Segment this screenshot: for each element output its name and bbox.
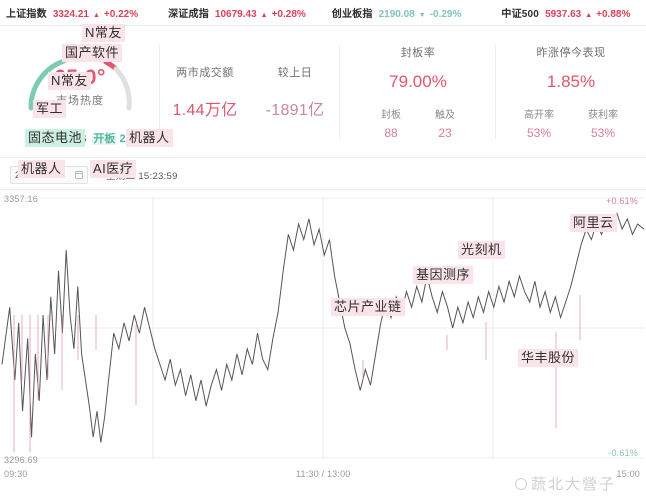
touched-value: 23 (438, 125, 452, 140)
chart-annotation[interactable]: 固态电池 (25, 129, 86, 148)
chart-annotation[interactable]: 机器人 (126, 129, 173, 148)
chart-annotation[interactable]: 国产软件 (62, 44, 123, 63)
chart-gridlines (2, 197, 644, 459)
chart-annotation[interactable]: N常友 (82, 24, 125, 43)
turnover-compare: 较上日 -1891亿 (250, 64, 340, 120)
pct-bottom-label: -0.61% (608, 448, 638, 458)
index-item-chinext[interactable]: 创业板指 2190.08 ▼ -0.29% (332, 5, 462, 20)
weekday-time: 星期二 15:23:59 (106, 170, 178, 182)
up-arrow-icon: ▲ (92, 12, 100, 19)
gap-up-stat: 高开率 53% (524, 106, 554, 140)
sealed-stat: 封板 88 (381, 106, 401, 140)
up-arrow-icon: ▲ (585, 12, 593, 19)
index-change: +0.88% (596, 9, 631, 20)
chart-annotation[interactable]: 机器人 (18, 160, 65, 179)
index-value: 10679.43 (214, 9, 257, 20)
index-ticker-bar: 上证指数 3324.21 ▲ +0.22% 深证成指 10679.43 ▲ +0… (0, 0, 646, 26)
profit-label: 获利率 (588, 109, 618, 121)
index-name: 深证成指 (168, 9, 209, 20)
compare-value: -1891亿 (265, 101, 325, 119)
touched-stat: 触及 23 (435, 106, 455, 140)
turnover-block: 两市成交额 1.44万亿 较上日 -1891亿 (160, 26, 340, 157)
touched-label: 触及 (435, 109, 455, 121)
watermark-text: 蔬北大營子 (530, 476, 616, 493)
open-board-label: 开板 (92, 132, 117, 145)
index-item-shanghai[interactable]: 上证指数 3324.21 ▲ +0.22% (6, 5, 138, 20)
index-item-csi500[interactable]: 中证500 5937.63 ▲ +0.88% (501, 5, 630, 20)
calendar-icon (75, 170, 83, 179)
chart-annotation[interactable]: 基因测序 (413, 266, 474, 285)
performance-title: 昨涨停今表现 (536, 46, 606, 59)
performance-value: 1.85% (546, 71, 596, 91)
sealed-value: 88 (384, 125, 398, 140)
bottom-watermark: 蔬北大營子 (514, 473, 616, 494)
seal-rate-title: 封板率 (400, 46, 436, 59)
x-axis-end-label: 15:00 (616, 469, 640, 479)
seal-rate-value: 79.00% (389, 71, 447, 91)
x-axis-start-label: 09:30 (4, 469, 28, 479)
chart-annotation[interactable]: 军工 (33, 100, 67, 119)
index-name: 上证指数 (6, 9, 47, 20)
gap-up-value: 53% (526, 125, 552, 140)
turnover-value: 1.44万亿 (172, 101, 238, 119)
chart-annotation[interactable]: 芯片产业链 (331, 298, 405, 317)
gauge-caption: 市场热度 (56, 94, 104, 107)
y-axis-top-label: 3357.16 (4, 194, 38, 204)
seal-rate-block: 封板率 79.00% 封板 88 触及 23 (340, 26, 496, 157)
annotation-leader-lines (13, 295, 581, 452)
index-value: 3324.21 (52, 9, 89, 20)
turnover-label: 两市成交额 (176, 66, 234, 79)
chart-annotation[interactable]: 华丰股份 (518, 349, 579, 368)
x-axis-mid-label: 11:30 / 13:00 (296, 469, 351, 479)
turnover-total: 两市成交额 1.44万亿 (160, 64, 250, 120)
index-change: +0.22% (103, 9, 139, 20)
profit-value: 53% (590, 125, 616, 140)
chart-canvas (1, 197, 645, 459)
index-name: 中证500 (501, 9, 540, 20)
index-value: 5937.63 (545, 9, 582, 20)
index-change: -0.29% (429, 9, 462, 20)
pct-top-label: +0.61% (606, 196, 638, 206)
index-name: 创业板指 (331, 9, 373, 20)
index-change: +0.28% (271, 9, 306, 20)
y-axis-bottom-label: 3296.69 (4, 455, 38, 465)
chart-annotation[interactable]: 光刻机 (458, 241, 505, 260)
chart-annotation[interactable]: N常友 (48, 72, 91, 91)
sealed-label: 封板 (381, 109, 401, 121)
compare-label: 较上日 (277, 66, 313, 79)
chart-annotation[interactable]: 阿里云 (570, 214, 617, 233)
logo-ring-icon (514, 478, 527, 490)
index-value: 2190.08 (378, 9, 415, 20)
yesterday-performance-block: 昨涨停今表现 1.85% 高开率 53% 获利率 53% (496, 26, 646, 157)
price-line (1, 212, 645, 443)
chart-annotation[interactable]: AI医疗 (90, 160, 137, 179)
intraday-chart[interactable]: 3357.16 3296.69 09:30 +0.61% -0.61% 11:3… (0, 24, 646, 500)
index-item-shenzhen[interactable]: 深证成指 10679.43 ▲ +0.28% (168, 5, 306, 20)
gap-up-label: 高开率 (524, 109, 554, 121)
down-arrow-icon: ▼ (418, 12, 426, 19)
up-arrow-icon: ▲ (260, 12, 268, 19)
profit-rate-stat: 获利率 53% (588, 106, 618, 140)
